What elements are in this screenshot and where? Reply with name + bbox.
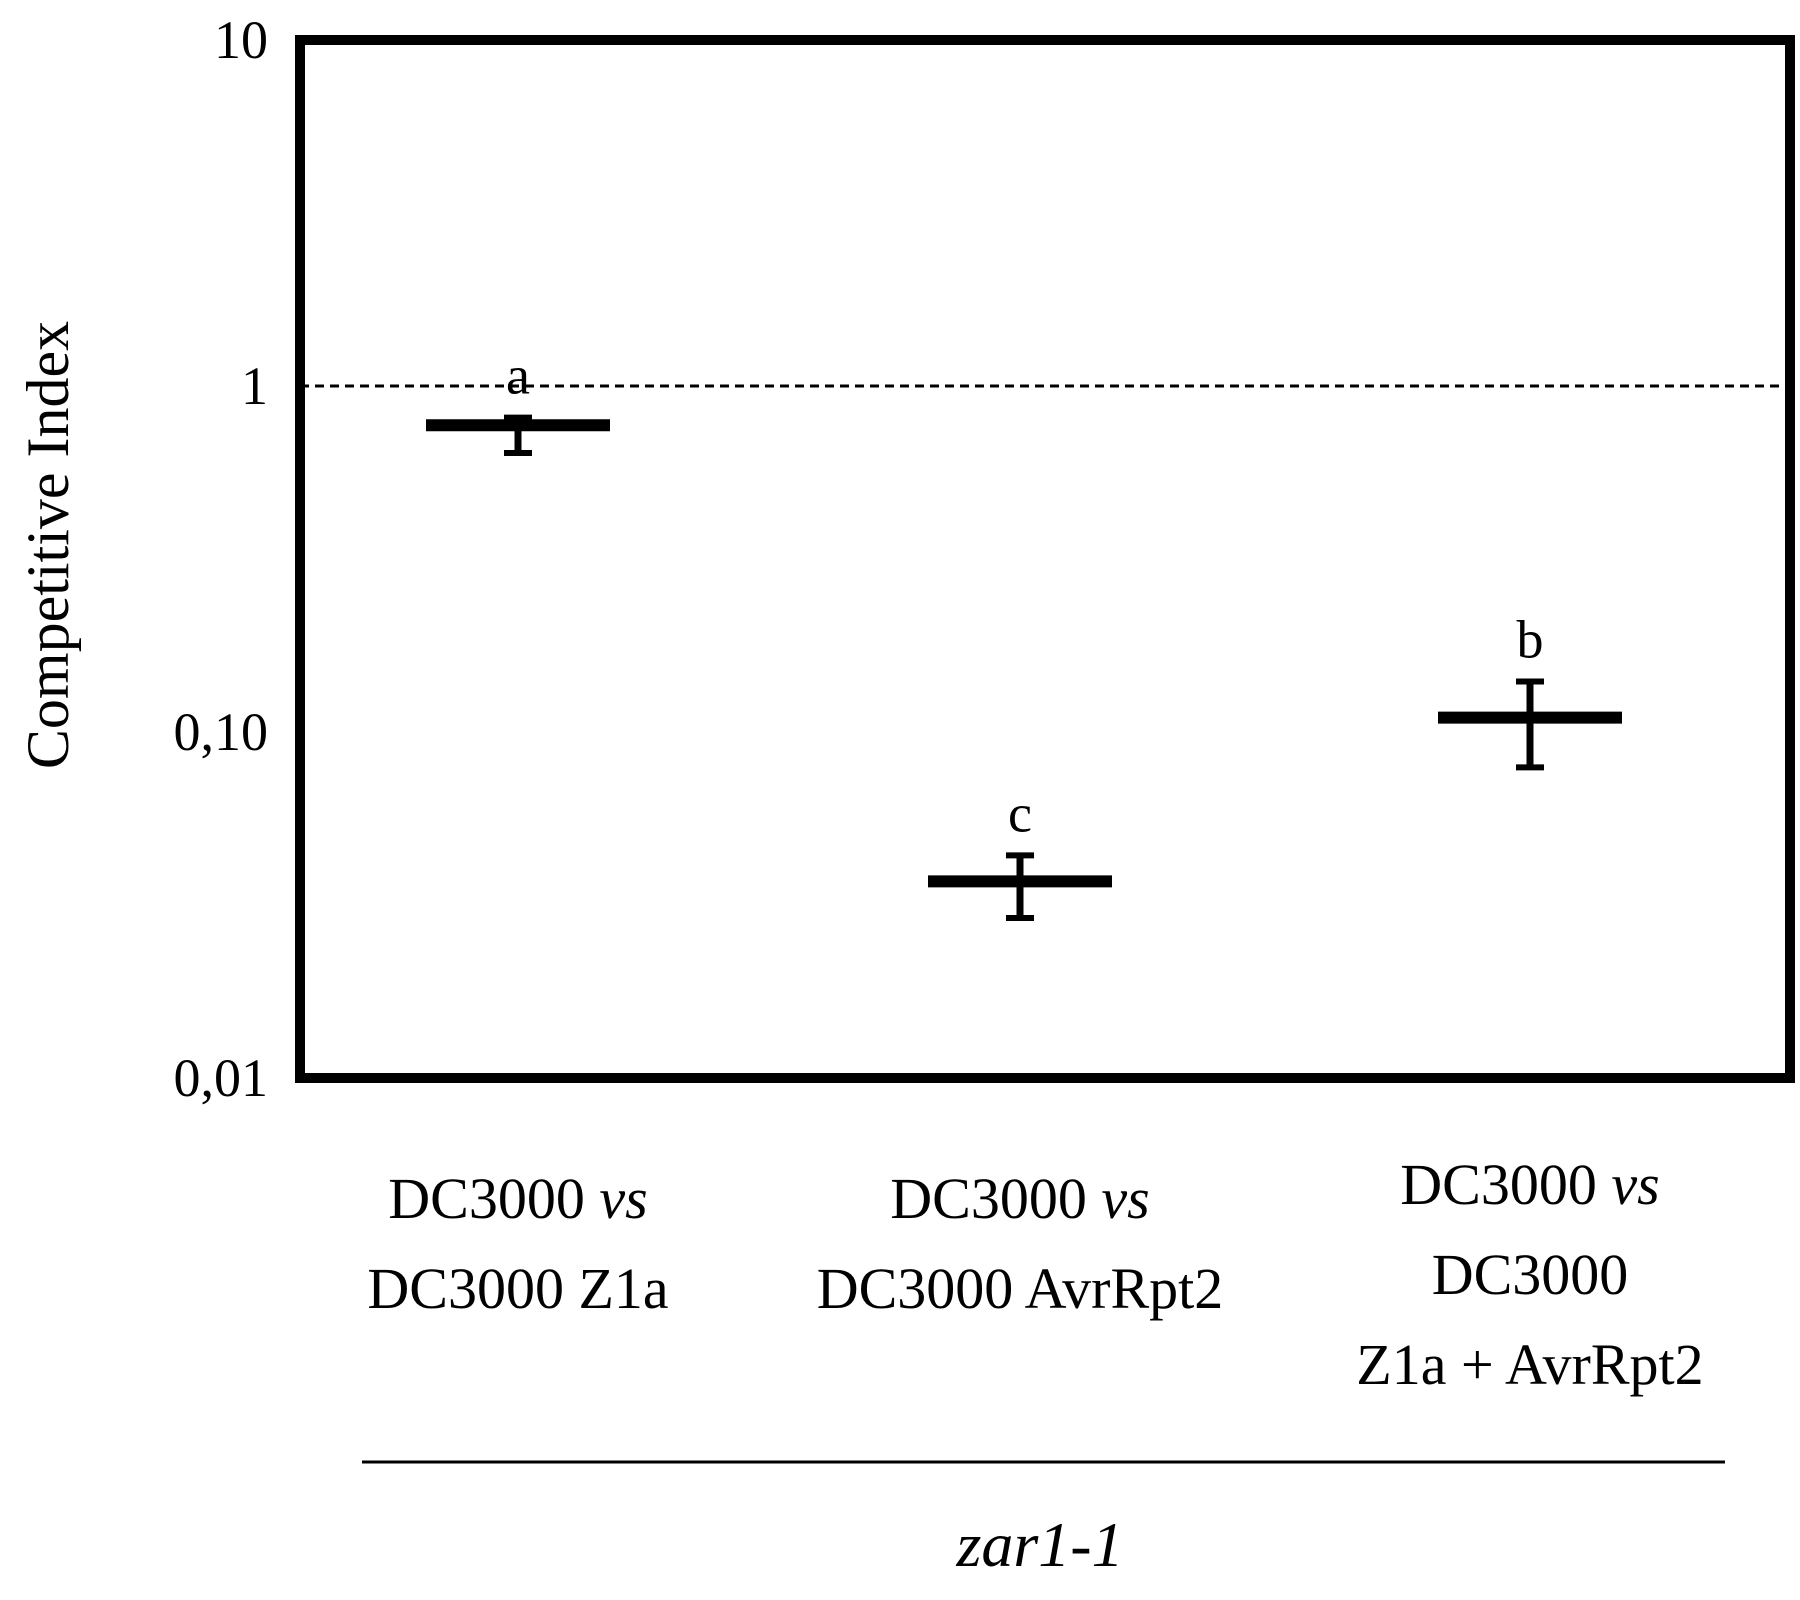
plot-frame xyxy=(295,35,1795,1083)
x-category-label: DC3000 vs xyxy=(890,1166,1149,1231)
x-category-label: DC3000 vs xyxy=(1400,1152,1659,1217)
group-label: zar1-1 xyxy=(955,1509,1123,1580)
x-category-label: DC3000 vs xyxy=(388,1166,647,1231)
plot-layer: 10 1 0,10 0,01 a c b DC3000 vs DC3000 Z1a DC3000 … xyxy=(174,10,1795,1580)
x-category-label: DC3000 Z1a xyxy=(367,1256,668,1321)
x-category-label: DC3000 AvrRpt2 xyxy=(817,1256,1224,1321)
y-tick-label: 0,10 xyxy=(174,702,269,762)
y-tick-label: 10 xyxy=(214,10,268,70)
significance-letter: c xyxy=(1008,783,1032,843)
x-category-label: Z1a + AvrRpt2 xyxy=(1356,1332,1703,1397)
significance-letter: a xyxy=(506,346,530,406)
significance-letter: b xyxy=(1517,609,1544,669)
y-tick-label: 1 xyxy=(241,356,268,416)
y-tick-label: 0,01 xyxy=(174,1048,269,1108)
x-category-label: DC3000 xyxy=(1432,1242,1629,1307)
y-axis-label: Competitive Index xyxy=(15,321,81,769)
